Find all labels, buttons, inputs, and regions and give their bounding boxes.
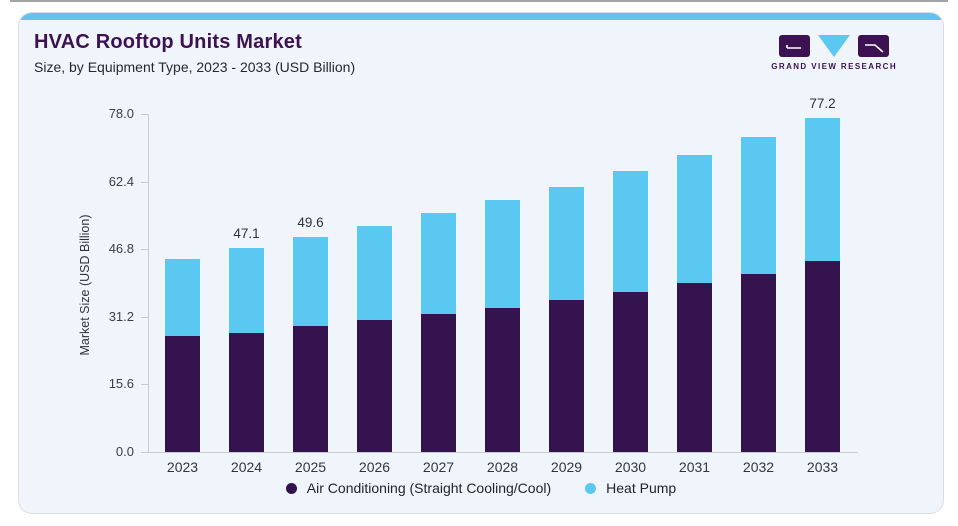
legend-label: Heat Pump [606, 480, 677, 496]
x-tick-label: 2030 [614, 459, 647, 475]
bar-segment-air-conditioning [229, 332, 264, 452]
bar-segment-heat-pump [613, 170, 648, 292]
bar-segment-air-conditioning [421, 314, 456, 452]
bar-segment-air-conditioning [805, 261, 840, 452]
y-tick-mark [141, 114, 148, 116]
x-tick-label: 2026 [358, 459, 391, 475]
x-tick-label: 2027 [422, 459, 455, 475]
x-tick-label: 2025 [294, 459, 327, 475]
window-top-rule [10, 0, 948, 2]
x-tick-label: 2024 [230, 459, 263, 475]
legend: Air Conditioning (Straight Cooling/Cool)… [19, 480, 943, 496]
brand-marks [779, 35, 890, 58]
legend-swatch [285, 482, 297, 494]
y-tick-label: 46.8 [108, 241, 134, 257]
chart-card: HVAC Rooftop Units Market Size, by Equip… [18, 12, 944, 514]
bar-segment-air-conditioning [165, 336, 200, 452]
bar-group [741, 137, 776, 452]
bar-group [165, 258, 200, 452]
bar-segment-air-conditioning [677, 283, 712, 452]
bar-group [421, 213, 456, 452]
bar-segment-air-conditioning [613, 291, 648, 452]
legend-item: Air Conditioning (Straight Cooling/Cool) [285, 480, 552, 496]
page-title: HVAC Rooftop Units Market [34, 31, 302, 53]
y-axis-line [148, 114, 149, 452]
y-tick-mark [141, 249, 148, 251]
bar-total-label: 47.1 [233, 226, 260, 242]
x-tick-label: 2029 [550, 459, 583, 475]
bar-segment-air-conditioning [741, 274, 776, 452]
bar-segment-heat-pump [741, 137, 776, 275]
legend-swatch [585, 482, 597, 494]
bar-group: 47.1 [229, 226, 264, 452]
bar-segment-air-conditioning [549, 300, 584, 452]
legend-item: Heat Pump [585, 480, 676, 496]
x-tick-label: 2023 [166, 459, 199, 475]
y-tick-label: 62.4 [108, 173, 134, 189]
bar-segment-heat-pump [549, 186, 584, 301]
bar-group [357, 226, 392, 452]
bar-segment-heat-pump [293, 237, 328, 327]
bar-group: 49.6 [293, 215, 328, 452]
bar-group [677, 154, 712, 452]
bar-segment-air-conditioning [485, 307, 520, 452]
x-tick-label: 2033 [806, 459, 839, 475]
bar-segment-heat-pump [485, 200, 520, 308]
x-tick-label: 2032 [742, 459, 775, 475]
chart: Market Size (USD Billion) 47.1 49.6 77.2 2… [19, 13, 943, 513]
bar-segment-heat-pump [357, 226, 392, 321]
gvr-r-mark-icon [858, 35, 890, 57]
bar-segment-heat-pump [421, 213, 456, 315]
bar-group [549, 186, 584, 452]
y-tick-mark [141, 181, 148, 183]
y-axis-title: Market Size (USD Billion) [78, 214, 92, 356]
x-tick-label: 2031 [678, 459, 711, 475]
y-tick-label: 15.6 [108, 376, 134, 392]
x-axis-labels: 2023 2024 2025 2026 2027 2028 2029 2030 2031 2032… [148, 459, 857, 475]
bar-segment-heat-pump [165, 258, 200, 337]
y-tick-label: 31.2 [108, 308, 134, 324]
page-subtitle: Size, by Equipment Type, 2023 - 2033 (US… [34, 59, 356, 75]
card-accent-bar [19, 13, 943, 20]
bar-total-label: 77.2 [809, 95, 836, 111]
legend-label: Air Conditioning (Straight Cooling/Cool) [306, 480, 552, 496]
y-tick-label: 78.0 [108, 106, 134, 122]
y-tick-mark [141, 384, 148, 386]
y-tick-label: 0.0 [115, 444, 134, 459]
bar-segment-heat-pump [677, 154, 712, 284]
bar-segment-heat-pump [229, 248, 264, 333]
brand-logo: GRAND VIEW RESEARCH [771, 35, 897, 71]
x-axis-line [148, 452, 858, 453]
y-tick-mark [141, 452, 148, 453]
brand-name: GRAND VIEW RESEARCH [771, 62, 897, 71]
bars-row: 47.1 49.6 77.2 [148, 13, 857, 452]
bar-group: 77.2 [805, 96, 840, 452]
bar-group [485, 200, 520, 452]
header: HVAC Rooftop Units Market Size, by Equip… [34, 31, 355, 75]
bar-total-label: 49.6 [297, 215, 324, 231]
gvr-v-mark-icon [818, 35, 851, 57]
x-tick-label: 2028 [486, 459, 519, 475]
bar-segment-air-conditioning [357, 320, 392, 452]
bar-group [613, 170, 648, 452]
gvr-g-mark-icon [779, 35, 811, 57]
bar-segment-heat-pump [805, 117, 840, 262]
bar-segment-air-conditioning [293, 326, 328, 452]
y-tick-mark [141, 316, 148, 318]
